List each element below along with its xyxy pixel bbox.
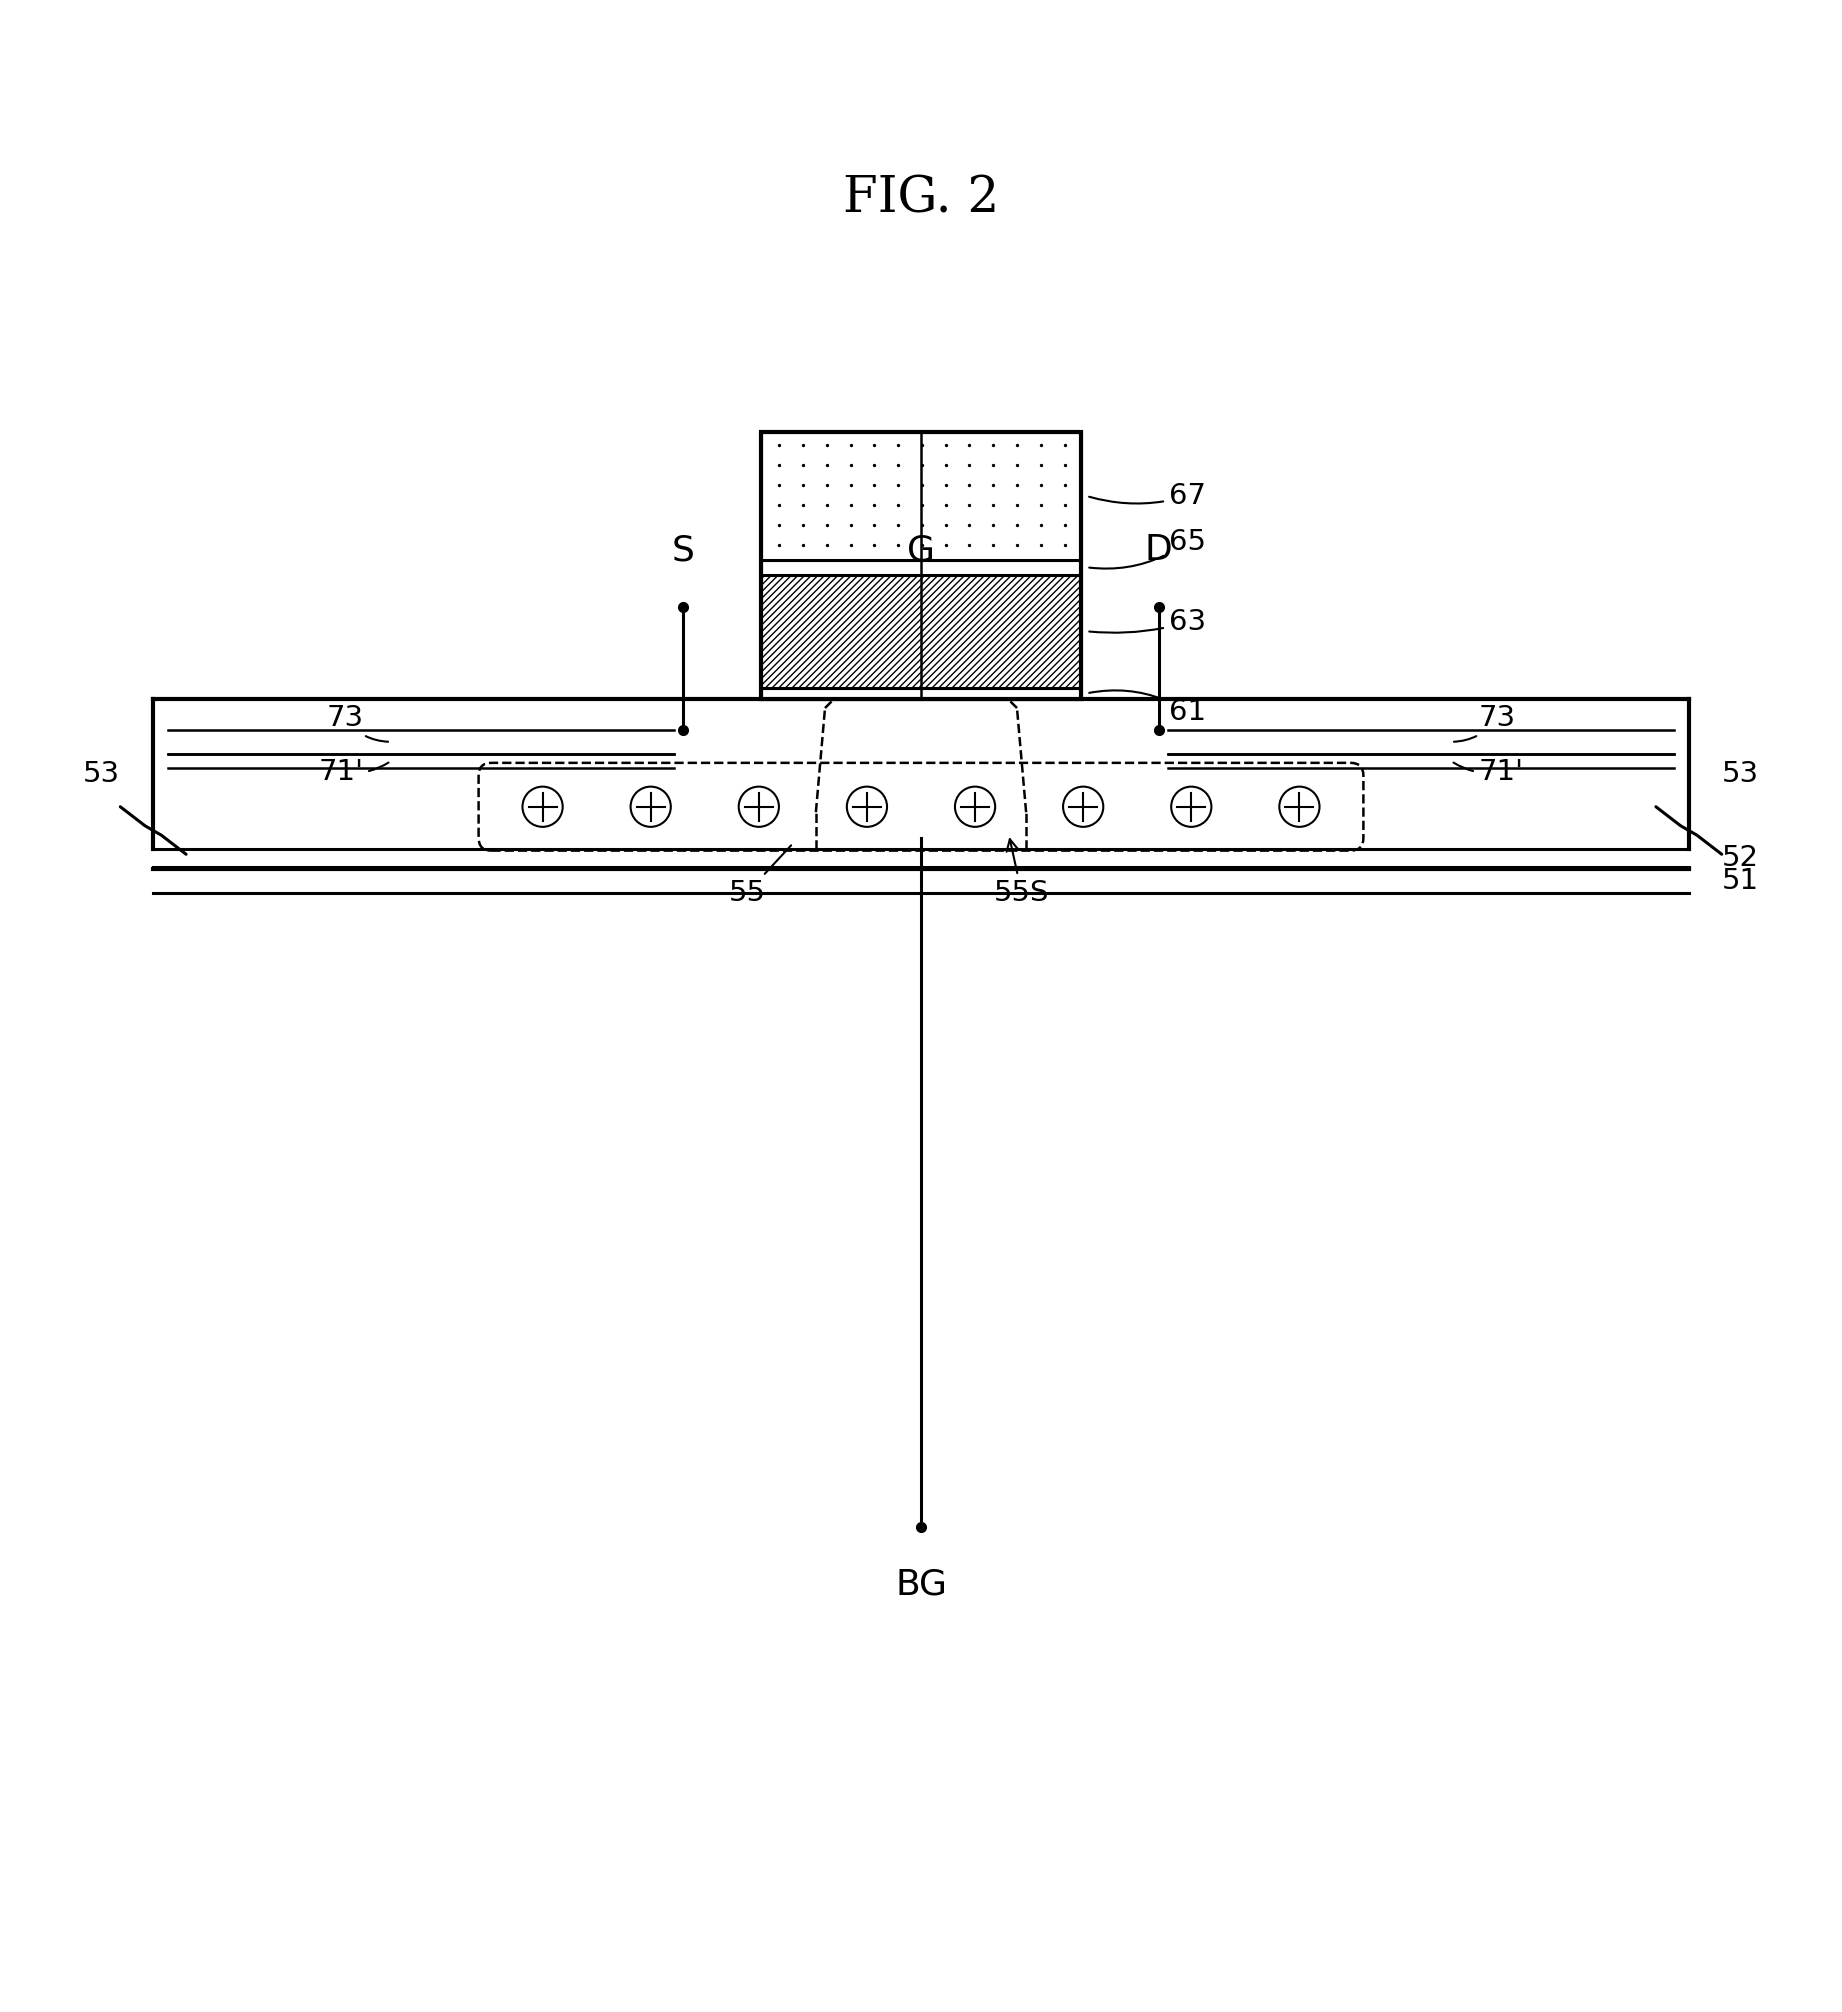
Text: 63: 63 [1089, 608, 1207, 636]
Text: G: G [906, 533, 936, 567]
Text: D: D [1144, 533, 1173, 567]
Text: 65: 65 [1089, 527, 1207, 569]
Text: 52: 52 [1722, 843, 1759, 871]
Bar [761, 433, 1081, 559]
Text: FIG. 2: FIG. 2 [844, 175, 998, 223]
Bar [761, 688, 1081, 698]
Text: 53: 53 [83, 761, 120, 789]
Text: 53: 53 [1722, 761, 1759, 789]
Bar [761, 433, 1081, 698]
Text: 55: 55 [729, 845, 792, 907]
Text: BG: BG [895, 1567, 947, 1602]
Text: 73: 73 [326, 704, 389, 742]
Text: 61: 61 [1089, 690, 1207, 726]
Text: 71': 71' [319, 759, 389, 787]
Text: 67: 67 [1089, 483, 1207, 509]
Bar [761, 575, 1081, 688]
Text: 71': 71' [1453, 759, 1523, 787]
Text: 51: 51 [1722, 867, 1759, 895]
Bar [761, 559, 1081, 575]
Text: S: S [672, 533, 694, 567]
Text: 55S: 55S [995, 839, 1050, 907]
Bar [761, 575, 1081, 688]
Text: 73: 73 [1453, 704, 1516, 742]
